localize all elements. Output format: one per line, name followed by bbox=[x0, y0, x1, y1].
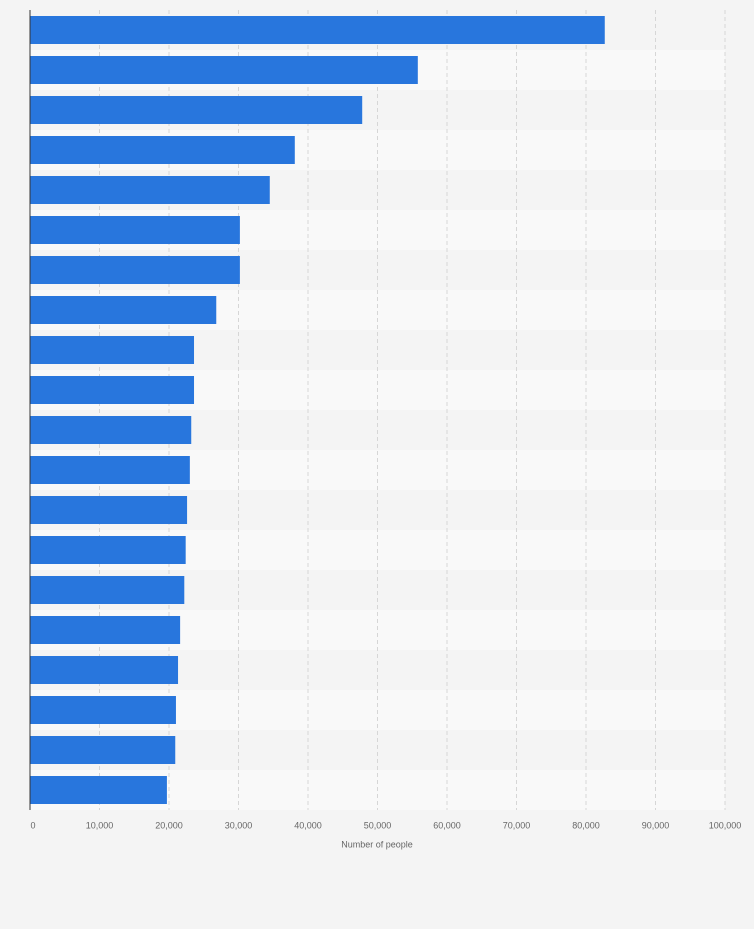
x-tick-label: 0 bbox=[30, 820, 35, 830]
bar bbox=[30, 616, 181, 644]
x-tick-label: 30,000 bbox=[225, 820, 253, 830]
bar bbox=[30, 456, 190, 484]
x-tick-label: 60,000 bbox=[433, 820, 461, 830]
bar bbox=[30, 256, 240, 284]
x-tick-label: 100,000 bbox=[709, 820, 742, 830]
x-tick-label: 10,000 bbox=[86, 820, 114, 830]
bar bbox=[30, 216, 240, 244]
x-tick-label: 50,000 bbox=[364, 820, 392, 830]
bar bbox=[30, 336, 195, 364]
x-tick-label: 90,000 bbox=[642, 820, 670, 830]
x-tick-label: 40,000 bbox=[294, 820, 322, 830]
x-tick-label: 20,000 bbox=[155, 820, 183, 830]
bar bbox=[30, 56, 418, 84]
bar bbox=[30, 536, 186, 564]
bar bbox=[30, 496, 188, 524]
bar bbox=[30, 136, 295, 164]
x-tick-label: 70,000 bbox=[503, 820, 531, 830]
bar bbox=[30, 736, 176, 764]
bar bbox=[30, 416, 192, 444]
bar bbox=[30, 96, 363, 124]
bar bbox=[30, 696, 176, 724]
x-axis-label: Number of people bbox=[341, 839, 413, 849]
bar bbox=[30, 296, 217, 324]
bar bbox=[30, 776, 167, 804]
bar bbox=[30, 576, 185, 604]
bar bbox=[30, 656, 179, 684]
x-tick-label: 80,000 bbox=[572, 820, 600, 830]
bar bbox=[30, 16, 605, 44]
bar bbox=[30, 176, 270, 204]
bar bbox=[30, 376, 195, 404]
